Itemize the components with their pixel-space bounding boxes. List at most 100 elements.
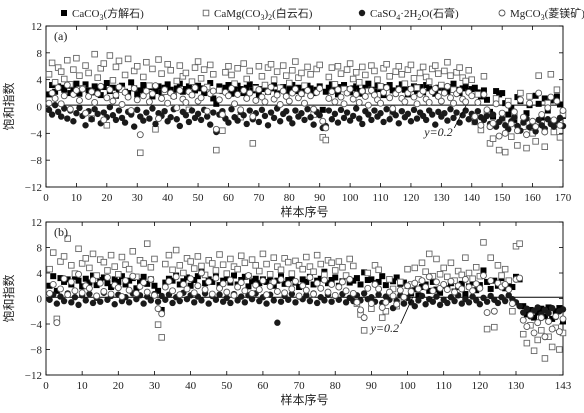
data-point <box>218 111 226 119</box>
data-point <box>111 301 118 308</box>
data-point <box>365 80 372 87</box>
data-point <box>205 300 212 307</box>
data-point <box>553 93 560 100</box>
data-point <box>425 250 433 258</box>
data-point <box>550 116 558 124</box>
data-point <box>508 300 516 308</box>
data-point <box>393 300 401 308</box>
data-point <box>444 299 451 307</box>
data-point <box>368 294 375 301</box>
data-point <box>380 118 387 126</box>
y-tick-label: 0 <box>37 294 43 306</box>
data-point <box>317 275 324 282</box>
data-point <box>291 85 299 93</box>
data-point <box>508 105 515 112</box>
data-point <box>88 88 96 96</box>
data-point <box>419 284 425 291</box>
data-point <box>197 116 205 124</box>
data-point <box>530 347 538 355</box>
x-tick-label: 50 <box>193 192 205 204</box>
data-point <box>226 276 234 284</box>
data-point <box>129 272 137 280</box>
data-point <box>483 106 491 114</box>
data-point <box>118 101 126 108</box>
data-point <box>270 114 278 122</box>
data-point <box>245 283 252 290</box>
data-point <box>188 107 196 114</box>
x-tick-label: 20 <box>101 192 113 204</box>
data-point <box>375 285 383 293</box>
data-point <box>413 84 421 91</box>
data-point <box>548 325 556 333</box>
data-point <box>57 258 64 265</box>
data-point <box>441 86 448 93</box>
data-point <box>188 91 196 99</box>
data-point <box>489 111 497 118</box>
data-point <box>213 100 220 107</box>
data-point <box>520 303 527 310</box>
data-point <box>392 68 399 75</box>
data-point <box>432 62 439 69</box>
data-point <box>152 126 159 133</box>
data-point <box>195 82 202 89</box>
data-point <box>489 119 497 127</box>
data-point <box>277 298 285 305</box>
data-point <box>206 61 214 69</box>
data-point <box>118 114 126 122</box>
data-point <box>258 73 266 80</box>
data-point <box>289 120 296 127</box>
data-point <box>310 105 318 113</box>
data-point <box>169 299 176 307</box>
data-point <box>476 301 484 308</box>
data-point <box>58 113 65 120</box>
reference-leader <box>400 297 413 324</box>
data-point <box>259 277 267 285</box>
data-point <box>208 290 216 298</box>
data-point <box>451 297 458 305</box>
data-point <box>407 85 415 93</box>
data-point <box>331 291 339 299</box>
data-point <box>283 72 290 79</box>
data-point <box>140 279 148 287</box>
data-point <box>60 297 68 305</box>
data-point <box>246 67 254 75</box>
reference-leader <box>453 104 467 129</box>
data-point <box>398 71 406 78</box>
data-point <box>426 287 433 294</box>
data-point <box>556 134 564 141</box>
data-point <box>176 281 183 288</box>
data-point <box>550 123 558 130</box>
data-point <box>357 306 364 314</box>
data-point <box>115 271 122 278</box>
data-point <box>82 255 90 262</box>
data-point <box>180 269 187 277</box>
data-point <box>107 251 115 259</box>
data-point <box>392 112 399 119</box>
data-point <box>79 283 86 290</box>
data-point <box>78 289 86 297</box>
data-point <box>82 62 89 69</box>
data-point <box>458 300 465 307</box>
data-point <box>114 284 122 292</box>
data-point <box>53 319 61 327</box>
data-point <box>187 282 194 289</box>
data-point <box>413 115 421 122</box>
data-point <box>73 110 80 117</box>
data-point <box>360 314 368 322</box>
data-point <box>328 281 336 288</box>
data-point <box>149 105 156 112</box>
data-point <box>75 301 82 309</box>
data-point <box>335 283 343 291</box>
data-point <box>377 110 384 117</box>
data-point <box>188 78 196 85</box>
data-point <box>450 80 457 87</box>
data-point <box>301 116 308 124</box>
legend-item: CaSO4·2H2O(石膏) <box>358 6 459 22</box>
data-point <box>368 116 375 124</box>
data-point <box>364 269 372 277</box>
data-point <box>359 63 366 71</box>
data-point <box>499 90 506 97</box>
data-point <box>139 92 147 100</box>
data-point <box>231 80 238 87</box>
data-point <box>70 66 77 73</box>
